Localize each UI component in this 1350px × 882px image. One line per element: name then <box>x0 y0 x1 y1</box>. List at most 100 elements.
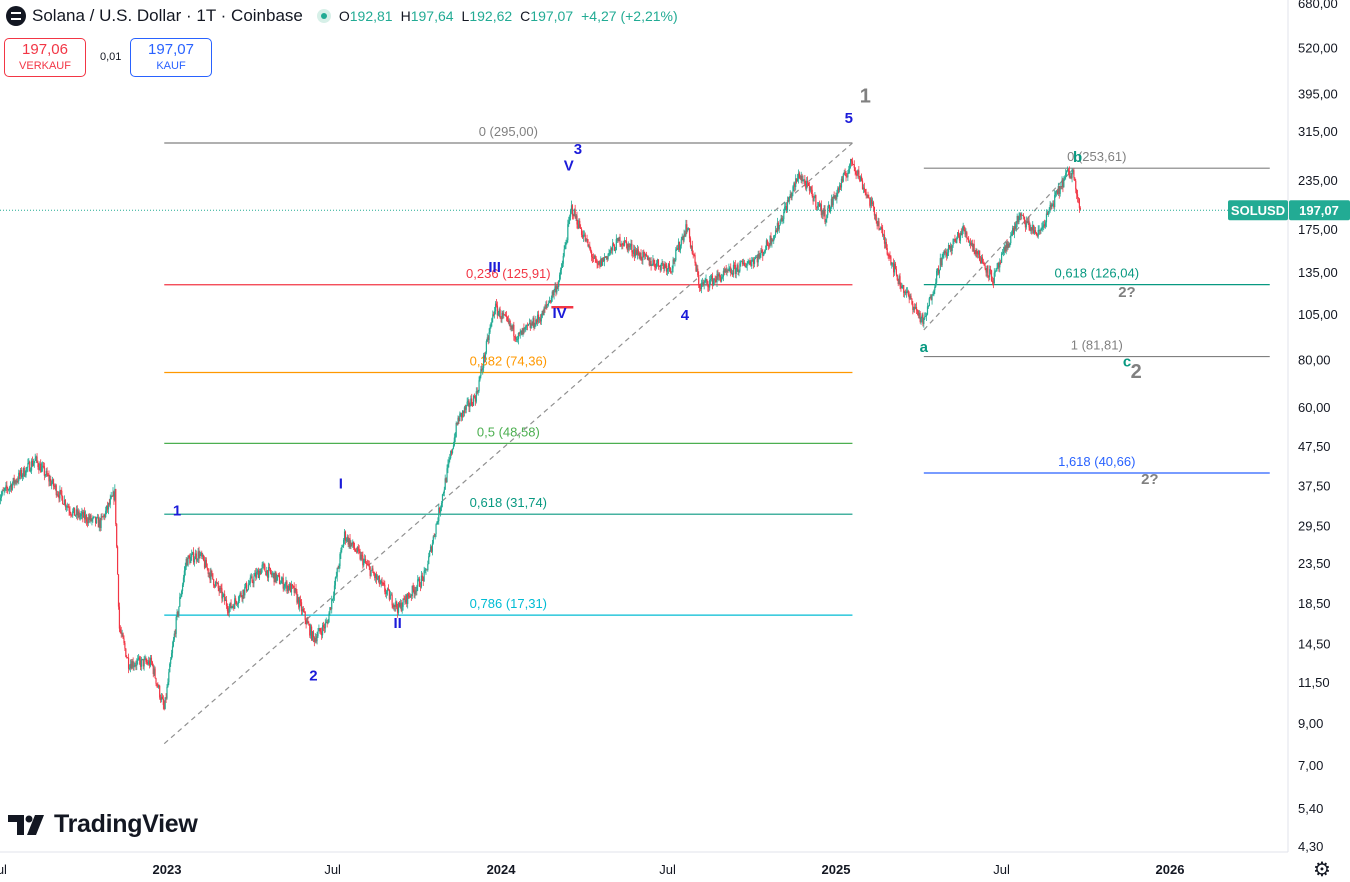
candle-body <box>178 607 179 615</box>
candle-body <box>1041 228 1042 229</box>
candle-body <box>1074 178 1075 181</box>
candle-body <box>561 268 562 270</box>
candle-body <box>910 296 911 299</box>
candle-body <box>216 582 217 583</box>
candle-body <box>1077 194 1078 197</box>
candle-body <box>586 239 587 240</box>
candle-body <box>128 658 129 669</box>
candle-body <box>595 256 596 259</box>
ohlc-close: C197,07 <box>520 8 573 24</box>
wave-label: V <box>564 158 574 175</box>
candle-body <box>701 283 702 289</box>
candle-body <box>525 326 526 327</box>
y-tick-label: 395,00 <box>1298 86 1338 101</box>
candle-body <box>554 290 555 295</box>
candle-body <box>925 316 926 317</box>
candle-body <box>1042 226 1043 228</box>
candle-body <box>490 323 491 327</box>
candle-body <box>447 464 448 468</box>
candle-body <box>335 577 336 585</box>
candle-body <box>197 560 198 561</box>
y-tick-label: 9,00 <box>1298 716 1323 731</box>
candle-body <box>59 490 60 499</box>
candle-body <box>6 485 7 488</box>
candle-body <box>184 571 185 578</box>
candle-body <box>506 316 507 317</box>
gear-icon[interactable]: ⚙ <box>1313 857 1331 882</box>
candle-body <box>74 508 75 516</box>
candle-body <box>1024 217 1025 223</box>
candle-body <box>238 601 239 604</box>
candle-body <box>935 283 936 287</box>
buy-button[interactable]: 197,07 KAUF <box>130 38 212 77</box>
candle-body <box>1049 209 1050 211</box>
candle-body <box>990 269 991 270</box>
candle-body <box>654 263 655 267</box>
candle-body <box>855 168 856 171</box>
y-tick-label: 680,00 <box>1298 0 1338 11</box>
candle-body <box>976 250 977 254</box>
candle-body <box>496 304 497 306</box>
candle-body <box>126 657 127 658</box>
candle-body <box>642 252 643 260</box>
candle-body <box>69 511 70 513</box>
candle-body <box>707 281 708 287</box>
x-tick-label: Jul <box>993 862 1010 877</box>
candle-body <box>562 264 563 268</box>
candle-body <box>337 568 338 577</box>
wave-label: b <box>1073 149 1082 166</box>
candle-body <box>332 599 333 600</box>
candle-body <box>12 484 13 490</box>
candle-body <box>482 368 483 370</box>
candle-body <box>51 483 52 485</box>
tradingview-logo[interactable]: TradingView <box>8 810 198 839</box>
y-tick-label: 37,50 <box>1298 478 1331 493</box>
candle-body <box>139 657 140 660</box>
candle-body <box>1028 221 1029 228</box>
candle-body <box>137 659 138 661</box>
y-tick-label: 18,50 <box>1298 596 1331 611</box>
candle-body <box>379 576 380 584</box>
candle-body <box>692 246 693 254</box>
candle-body <box>403 598 404 599</box>
y-tick-label: 135,00 <box>1298 265 1338 280</box>
candle-body <box>507 317 508 320</box>
candle-body <box>359 550 360 552</box>
buy-price: 197,07 <box>131 41 211 58</box>
candle-body <box>416 587 417 592</box>
symbol-title[interactable]: Solana / U.S. Dollar · 1T · Coinbase <box>32 6 303 26</box>
candle-body <box>4 488 5 490</box>
sell-button[interactable]: 197,06 VERKAUF <box>4 38 86 77</box>
candle-body <box>763 252 764 256</box>
candle-body <box>141 659 142 667</box>
candle-body <box>699 285 700 288</box>
candle-body <box>923 319 924 324</box>
candle-body <box>396 602 397 608</box>
candle-body <box>478 380 479 391</box>
candle-body <box>653 260 654 263</box>
candle-body <box>110 499 111 505</box>
candle-body <box>920 318 921 322</box>
candle-body <box>386 591 387 594</box>
candle-body <box>494 311 495 315</box>
candle-body <box>852 161 853 164</box>
candle-body <box>888 255 889 256</box>
candle-body <box>996 268 997 271</box>
candle-body <box>456 423 457 437</box>
candle-body <box>1079 199 1080 208</box>
candle-body <box>764 251 765 252</box>
candle-body <box>25 475 26 476</box>
candle-body <box>1071 172 1072 178</box>
candle-body <box>66 507 67 508</box>
candle-body <box>325 623 326 629</box>
candle-body <box>947 253 948 257</box>
candle-body <box>826 215 827 219</box>
candle-body <box>370 570 371 576</box>
candle-body <box>62 496 63 504</box>
fib-level-label: 1,618 (40,66) <box>1058 454 1135 469</box>
candle-body <box>338 566 339 568</box>
candle-body <box>567 224 568 240</box>
candle-body <box>851 159 852 161</box>
candle-body <box>190 557 191 563</box>
